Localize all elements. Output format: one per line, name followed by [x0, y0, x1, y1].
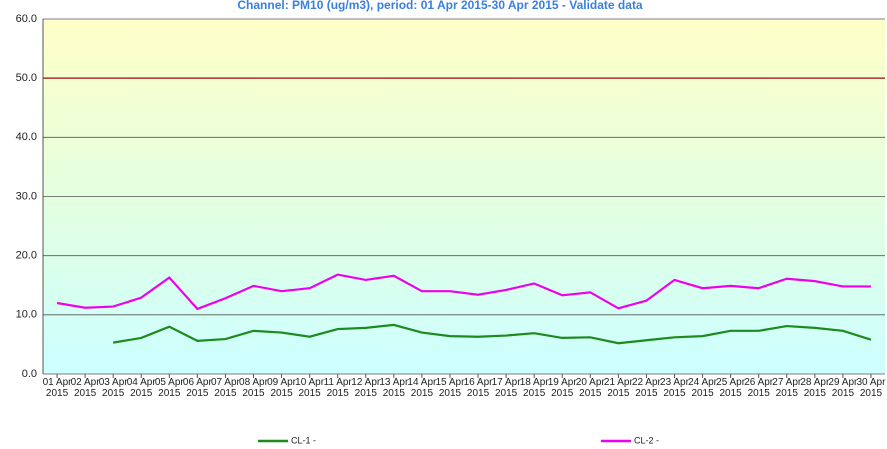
x-tick-label: 19 Apr 2015 — [547, 377, 577, 399]
y-tick-label: 0.0 — [22, 368, 37, 380]
x-tick-label: 17 Apr 2015 — [491, 377, 521, 399]
x-tick-label: 12 Apr 2015 — [351, 377, 381, 399]
series-line — [56, 273, 871, 311]
x-tick-label: 18 Apr 2015 — [519, 377, 549, 399]
x-tick-label: 23 Apr 2015 — [660, 377, 689, 399]
x-tick-label: 20 Apr 2015 — [575, 377, 605, 399]
x-tick-label: 09 Apr 2015 — [267, 377, 297, 399]
y-tick-label: 10.0 — [16, 309, 37, 321]
legend-label: CL-1 - — [291, 435, 316, 445]
chart-title: Channel: PM10 (ug/m3), period: 01 Apr 20… — [237, 0, 643, 12]
x-tick-label: 26 Apr 2015 — [744, 377, 774, 399]
y-tick-label: 20.0 — [16, 250, 37, 262]
x-tick-label: 28 Apr 2015 — [800, 377, 830, 399]
x-tick-label: 01 Apr 2015 — [42, 377, 72, 399]
x-tick-label: 27 Apr 2015 — [772, 377, 802, 399]
x-tick-label: 16 Apr 2015 — [463, 377, 493, 399]
x-tick-label: 02 Apr 2015 — [70, 377, 100, 399]
y-tick-label: 40.0 — [16, 131, 37, 143]
x-tick-label: 21 Apr 2015 — [603, 377, 633, 399]
y-tick-label: 50.0 — [16, 72, 37, 84]
x-tick-label: 07 Apr 2015 — [210, 377, 240, 399]
x-tick-label: 25 Apr 2015 — [716, 377, 746, 399]
legend-label: CL-2 - — [634, 435, 659, 445]
x-tick-label: 11 Apr 2015 — [323, 377, 352, 399]
x-tick-label: 04 Apr 2015 — [126, 377, 156, 399]
x-tick-label: 14 Apr 2015 — [407, 377, 437, 399]
x-tick-label: 13 Apr 2015 — [379, 377, 409, 399]
x-tick-label: 06 Apr 2015 — [182, 377, 212, 399]
x-tick-label: 30 Apr 2015 — [856, 377, 886, 399]
x-tick-label: 15 Apr 2015 — [435, 377, 465, 399]
x-tick-label: 05 Apr 2015 — [154, 377, 184, 399]
x-tick-label: 24 Apr 2015 — [688, 377, 718, 399]
x-tick-label: 10 Apr 2015 — [295, 377, 325, 399]
y-tick-label: 60.0 — [16, 13, 37, 25]
x-tick-label: 29 Apr 2015 — [828, 377, 858, 399]
x-tick-label: 22 Apr 2015 — [631, 377, 661, 399]
y-tick-label: 30.0 — [16, 190, 37, 202]
x-tick-label: 08 Apr 2015 — [239, 377, 268, 399]
x-tick-label: 03 Apr 2015 — [98, 377, 128, 399]
series-line — [112, 323, 872, 345]
